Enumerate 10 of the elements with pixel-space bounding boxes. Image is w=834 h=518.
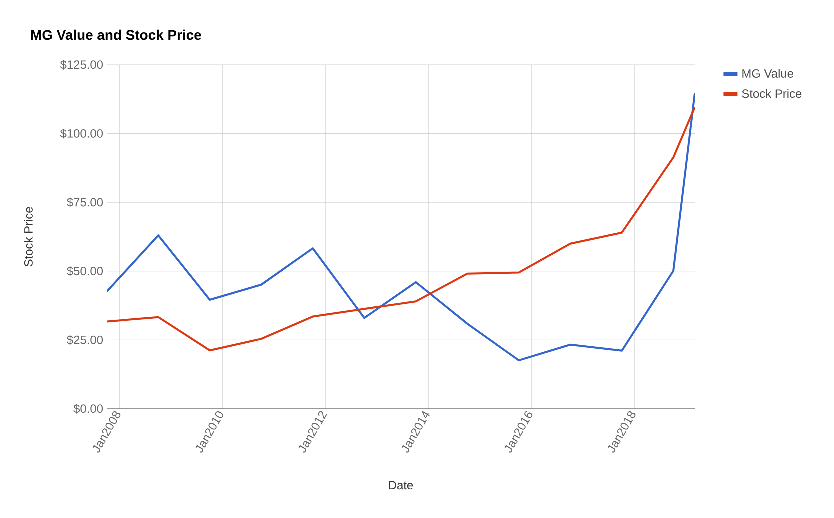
- legend-label: MG Value: [742, 69, 794, 78]
- y-tick-label: $100.00: [60, 128, 104, 139]
- y-tick-label: $125.00: [60, 60, 104, 70]
- legend-label: Stock Price: [742, 89, 802, 98]
- chart-title: MG Value and Stock Price: [31, 30, 202, 40]
- y-tick-label: $50.00: [67, 266, 104, 276]
- y-tick-label: $25.00: [67, 335, 104, 346]
- y-tick-label: $75.00: [67, 198, 104, 208]
- y-axis-title: Stock Price: [24, 207, 33, 267]
- x-axis-title: Date: [389, 481, 414, 490]
